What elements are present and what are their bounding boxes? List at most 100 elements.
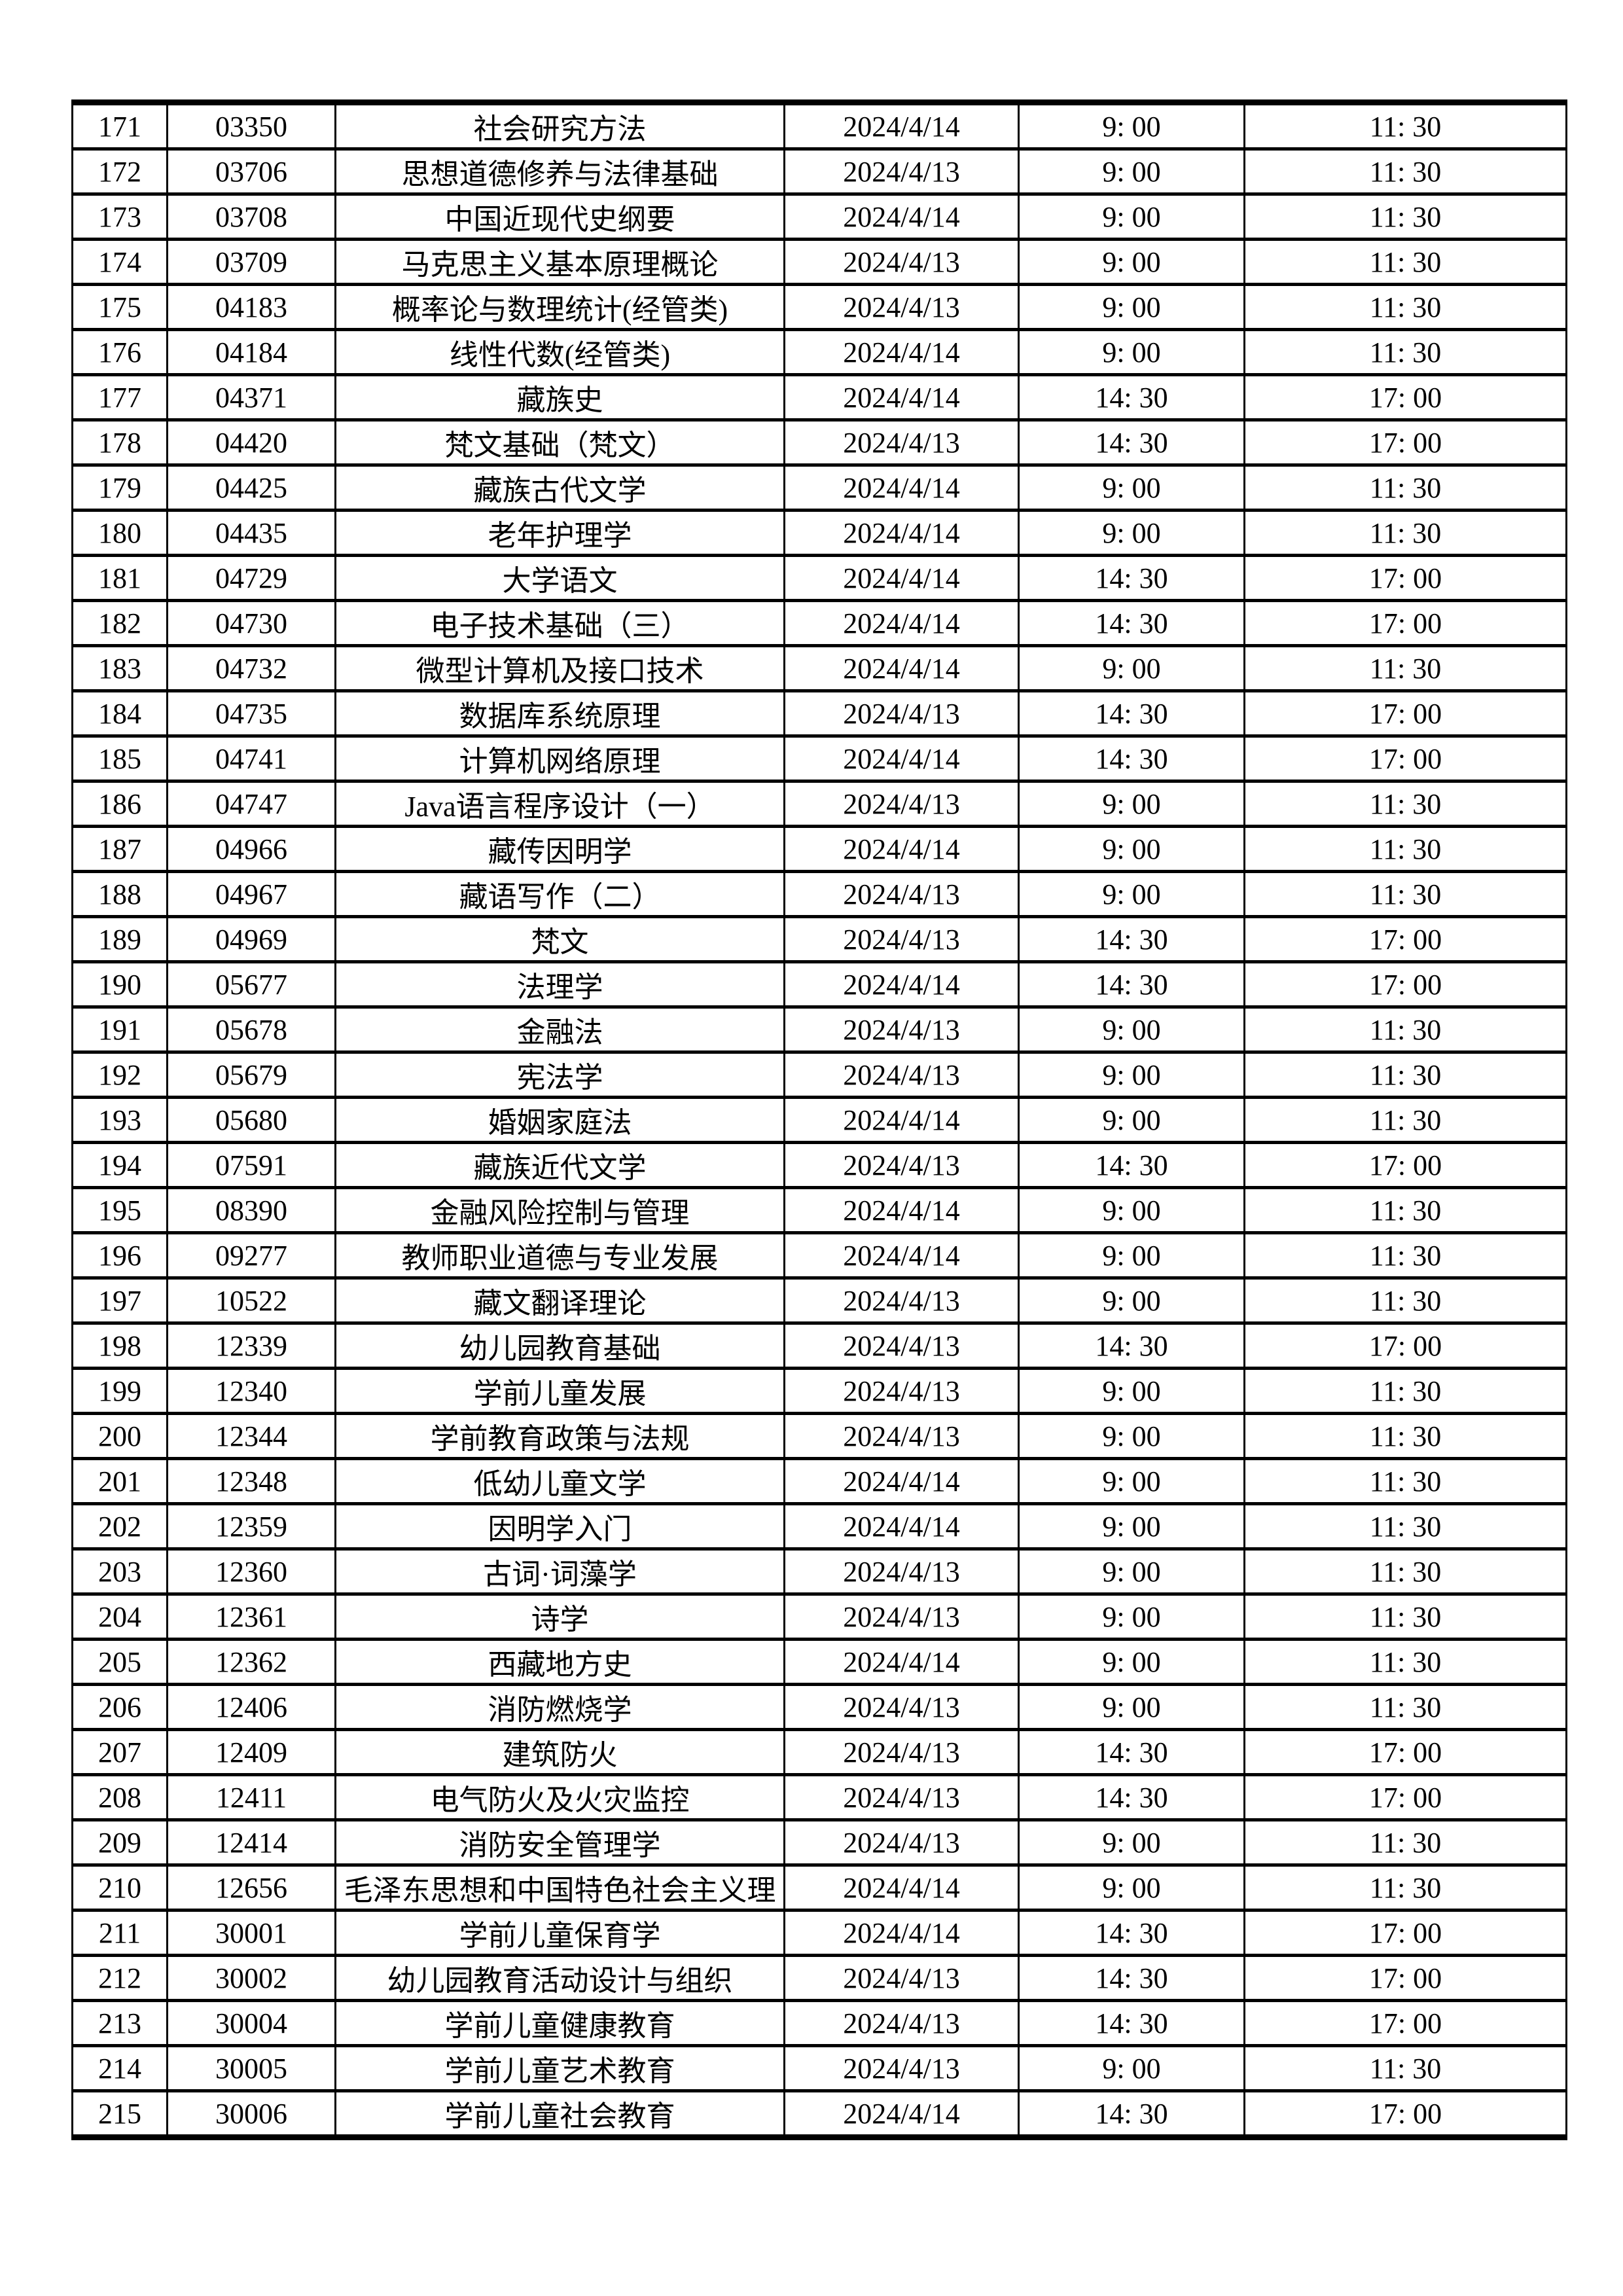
course-name-cell: 毛泽东思想和中国特色社会主义理 [334,1863,785,1912]
table-row: 204 12361 诗学 2024/4/13 9: 00 11: 30 [71,1592,1567,1641]
table-row: 208 12411 电气防火及火灾监控 2024/4/13 14: 30 17: 00 [71,1773,1567,1821]
row-number-cell: 205 [71,1638,168,1686]
start-time-cell: 9: 00 [1018,870,1245,918]
course-name-cell: 微型计算机及接口技术 [334,644,785,692]
table-row: 195 08390 金融风险控制与管理 2024/4/14 9: 00 11: 30 [71,1186,1567,1234]
start-time-cell: 9: 00 [1018,192,1245,241]
course-code-cell: 04969 [166,915,336,963]
exam-date-cell: 2024/4/13 [783,2044,1020,2092]
end-time-cell: 11: 30 [1243,101,1567,151]
course-name-cell: 大学语文 [334,554,785,602]
table-row: 181 04729 大学语文 2024/4/14 14: 30 17: 00 [71,554,1567,602]
row-number-cell: 186 [71,780,168,828]
start-time-cell: 9: 00 [1018,2044,1245,2092]
row-number-cell: 213 [71,1999,168,2047]
exam-date-cell: 2024/4/14 [783,1096,1020,1144]
course-name-cell: 藏族史 [334,373,785,422]
start-time-cell: 9: 00 [1018,825,1245,873]
course-code-cell: 12362 [166,1638,336,1686]
exam-date-cell: 2024/4/13 [783,1547,1020,1596]
end-time-cell: 11: 30 [1243,1367,1567,1415]
start-time-cell: 14: 30 [1018,554,1245,602]
row-number-cell: 178 [71,418,168,467]
exam-date-cell: 2024/4/14 [783,734,1020,783]
table-row: 194 07591 藏族近代文学 2024/4/13 14: 30 17: 00 [71,1141,1567,1189]
course-code-cell: 12339 [166,1321,336,1370]
exam-date-cell: 2024/4/13 [783,1141,1020,1189]
exam-date-cell: 2024/4/13 [783,1321,1020,1370]
course-code-cell: 04184 [166,328,336,376]
row-number-cell: 203 [71,1547,168,1596]
end-time-cell: 11: 30 [1243,780,1567,828]
course-code-cell: 05677 [166,960,336,1009]
course-name-cell: 幼儿园教育基础 [334,1321,785,1370]
end-time-cell: 11: 30 [1243,1683,1567,1731]
start-time-cell: 14: 30 [1018,915,1245,963]
course-code-cell: 04732 [166,644,336,692]
start-time-cell: 14: 30 [1018,1773,1245,1821]
row-number-cell: 193 [71,1096,168,1144]
exam-date-cell: 2024/4/14 [783,509,1020,557]
course-code-cell: 12406 [166,1683,336,1731]
start-time-cell: 14: 30 [1018,1954,1245,2002]
exam-date-cell: 2024/4/13 [783,1005,1020,1054]
end-time-cell: 17: 00 [1243,1999,1567,2047]
table-row: 173 03708 中国近现代史纲要 2024/4/14 9: 00 11: 30 [71,192,1567,241]
course-name-cell: 藏文翻译理论 [334,1276,785,1325]
exam-date-cell: 2024/4/13 [783,1954,1020,2002]
course-code-cell: 30006 [166,2089,336,2139]
course-name-cell: 社会研究方法 [334,101,785,151]
start-time-cell: 14: 30 [1018,1728,1245,1776]
row-number-cell: 206 [71,1683,168,1731]
row-number-cell: 195 [71,1186,168,1234]
exam-date-cell: 2024/4/14 [783,1186,1020,1234]
row-number-cell: 182 [71,599,168,647]
table-row: 175 04183 概率论与数理统计(经管类) 2024/4/13 9: 00 11: 3… [71,283,1567,331]
course-name-cell: 藏族近代文学 [334,1141,785,1189]
row-number-cell: 187 [71,825,168,873]
exam-date-cell: 2024/4/13 [783,418,1020,467]
course-name-cell: 马克思主义基本原理概论 [334,238,785,286]
course-name-cell: 计算机网络原理 [334,734,785,783]
course-name-cell: 思想道德修养与法律基础 [334,147,785,196]
end-time-cell: 11: 30 [1243,1818,1567,1867]
end-time-cell: 17: 00 [1243,1954,1567,2002]
table-row: 210 12656 毛泽东思想和中国特色社会主义理 2024/4/14 9: 00 11:… [71,1863,1567,1912]
table-row: 174 03709 马克思主义基本原理概论 2024/4/13 9: 00 11: 30 [71,238,1567,286]
course-code-cell: 04747 [166,780,336,828]
table-row: 196 09277 教师职业道德与专业发展 2024/4/14 9: 00 11: 30 [71,1231,1567,1280]
course-name-cell: 学前教育政策与法规 [334,1412,785,1460]
course-name-cell: 电气防火及火灾监控 [334,1773,785,1821]
row-number-cell: 207 [71,1728,168,1776]
row-number-cell: 179 [71,463,168,512]
start-time-cell: 14: 30 [1018,418,1245,467]
end-time-cell: 17: 00 [1243,1321,1567,1370]
row-number-cell: 214 [71,2044,168,2092]
course-name-cell: 建筑防火 [334,1728,785,1776]
course-name-cell: Java语言程序设计（一） [334,780,785,828]
row-number-cell: 180 [71,509,168,557]
start-time-cell: 9: 00 [1018,1592,1245,1641]
start-time-cell: 9: 00 [1018,509,1245,557]
start-time-cell: 9: 00 [1018,1818,1245,1867]
table-row: 215 30006 学前儿童社会教育 2024/4/14 14: 30 17: 00 [71,2089,1567,2139]
row-number-cell: 196 [71,1231,168,1280]
course-name-cell: 教师职业道德与专业发展 [334,1231,785,1280]
end-time-cell: 11: 30 [1243,1547,1567,1596]
course-code-cell: 04420 [166,418,336,467]
table-row: 207 12409 建筑防火 2024/4/13 14: 30 17: 00 [71,1728,1567,1776]
table-row: 202 12359 因明学入门 2024/4/14 9: 00 11: 30 [71,1502,1567,1551]
end-time-cell: 11: 30 [1243,328,1567,376]
end-time-cell: 17: 00 [1243,689,1567,738]
start-time-cell: 9: 00 [1018,1005,1245,1054]
exam-date-cell: 2024/4/13 [783,1818,1020,1867]
course-name-cell: 消防安全管理学 [334,1818,785,1867]
row-number-cell: 171 [71,101,168,151]
exam-date-cell: 2024/4/13 [783,1276,1020,1325]
exam-date-cell: 2024/4/14 [783,2089,1020,2139]
row-number-cell: 199 [71,1367,168,1415]
course-name-cell: 学前儿童健康教育 [334,1999,785,2047]
course-name-cell: 梵文 [334,915,785,963]
end-time-cell: 11: 30 [1243,1276,1567,1325]
course-name-cell: 老年护理学 [334,509,785,557]
